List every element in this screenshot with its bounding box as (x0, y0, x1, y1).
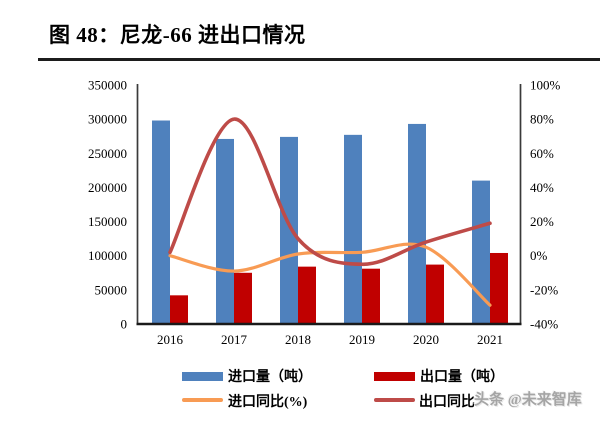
import-bar (216, 138, 234, 324)
legend-item-import-volume: 进口量（吨） (182, 366, 312, 386)
x-axis-category-label: 2016 (157, 332, 184, 347)
import-yoy-swatch (182, 398, 223, 402)
export-bar (234, 272, 252, 324)
import-bar (152, 120, 170, 324)
right-axis-tick-label: 100% (530, 78, 561, 93)
left-axis-tick-label: 150000 (88, 214, 127, 229)
export-bar (490, 252, 508, 324)
left-axis-tick-label: 50000 (95, 282, 128, 297)
left-axis-tick-label: 350000 (88, 78, 127, 93)
right-axis-tick-label: 80% (530, 112, 554, 127)
legend-label: 出口量（吨） (420, 370, 504, 385)
x-axis-category-label: 2020 (413, 332, 439, 347)
left-axis-tick-label: 200000 (88, 180, 127, 195)
import-bar (408, 123, 426, 325)
legend-item-import-yoy: 进口同比(%) (182, 391, 307, 411)
export-bar (298, 266, 316, 324)
left-axis-tick-label: 100000 (88, 248, 127, 263)
legend-item-export-volume: 出口量（吨） (374, 366, 504, 386)
right-axis-tick-label: 40% (530, 180, 554, 195)
import-bar (280, 136, 298, 324)
watermark: 头条 @未来智库 (474, 392, 582, 408)
right-axis-tick-label: 60% (530, 146, 554, 161)
export-yoy-line (168, 117, 492, 267)
right-axis-tick-label: -20% (530, 282, 558, 297)
left-axis-tick-label: 300000 (88, 112, 127, 127)
export-bar (170, 295, 188, 324)
figure-title: 图 48：尼龙-66 进出口情况 (49, 23, 306, 47)
left-axis-tick-label: 250000 (88, 146, 127, 161)
x-axis-category-label: 2017 (221, 332, 248, 347)
export-bar (426, 264, 444, 324)
x-axis-category-label: 2021 (477, 332, 503, 347)
export-volume-swatch (374, 371, 415, 381)
legend-label: 进口量（吨） (228, 370, 312, 385)
x-axis-category-label: 2018 (285, 332, 311, 347)
left-axis-tick-label: 0 (121, 317, 128, 332)
right-axis-tick-label: -40% (530, 317, 558, 332)
title-divider (38, 58, 600, 61)
x-axis-category-label: 2019 (349, 332, 375, 347)
export-yoy-swatch (374, 398, 415, 402)
import-yoy-line (168, 242, 492, 307)
import-bar (344, 134, 362, 324)
right-axis-tick-label: 0% (530, 248, 548, 263)
legend-item-export-yoy: 出口同比 (419, 391, 475, 411)
legend-label: 进口同比(%) (228, 395, 308, 410)
export-bar (362, 268, 380, 324)
legend-label: 出口同比 (419, 395, 475, 410)
import-volume-swatch (182, 371, 223, 381)
right-axis-tick-label: 20% (530, 214, 554, 229)
import-bar (472, 180, 490, 324)
